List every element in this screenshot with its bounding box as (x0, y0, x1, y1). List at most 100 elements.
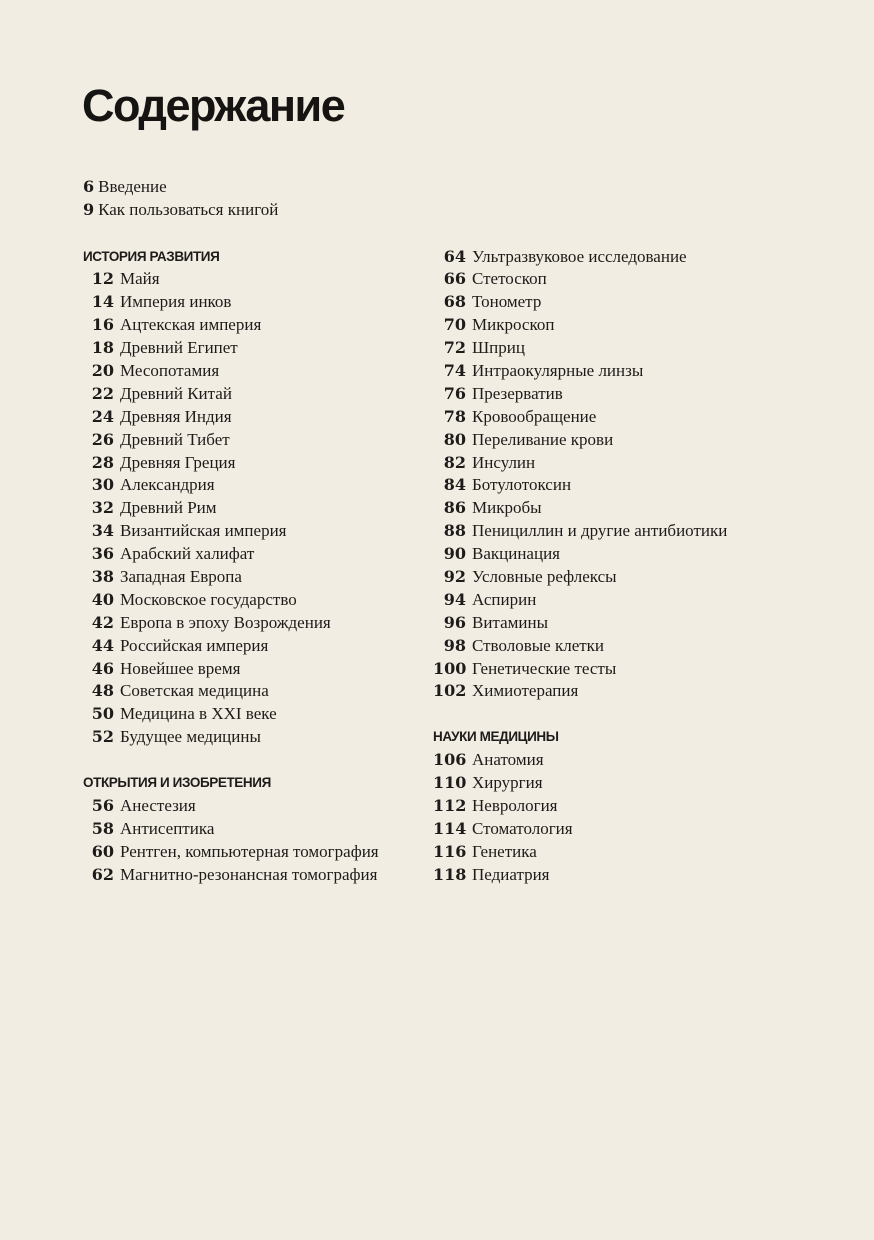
page-number: 88 (443, 521, 466, 541)
toc-entry[interactable]: 32 Древний Рим (83, 497, 379, 520)
toc-entry[interactable]: 16 Ацтекская империя (83, 314, 379, 337)
toc-entry[interactable]: 66 Стетоскоп (433, 268, 727, 291)
toc-entry[interactable]: 110 Хирургия (433, 772, 727, 795)
toc-entry[interactable]: 52 Будущее медицины (83, 726, 379, 749)
toc-entry[interactable]: 96 Витамины (433, 612, 727, 635)
toc-entry[interactable]: 26 Древний Тибет (83, 429, 379, 452)
toc-entry[interactable]: 44 Российская империя (83, 635, 379, 658)
toc-entry[interactable]: 24 Древняя Индия (83, 406, 379, 429)
toc-entry[interactable]: 112 Неврология (433, 795, 727, 818)
entry-title: Хирургия (472, 772, 543, 792)
toc-entry[interactable]: 116 Генетика (433, 841, 727, 864)
toc-entry[interactable]: 50 Медицина в XXI веке (83, 703, 379, 726)
page-number: 42 (91, 612, 114, 632)
toc-entry[interactable]: 9 Как пользоваться книгой (83, 199, 278, 222)
toc-entry[interactable]: 84 Ботулотоксин (433, 474, 727, 497)
toc-entry[interactable]: 18 Древний Египет (83, 337, 379, 360)
toc-entry[interactable]: 72 Шприц (433, 337, 727, 360)
toc-entry[interactable]: 76 Презерватив (433, 383, 727, 406)
toc-entry[interactable]: 12 Майя (83, 268, 379, 291)
entry-title: Аспирин (472, 589, 537, 609)
toc-entry[interactable]: 28 Древняя Греция (83, 452, 379, 475)
page-number: 102 (433, 681, 467, 701)
page-number: 100 (433, 658, 467, 678)
page-number: 60 (91, 841, 114, 861)
entry-title: Рентген, компьютерная томография (120, 841, 379, 861)
page-number: 50 (91, 704, 114, 724)
entry-title: Московское государство (120, 589, 297, 609)
toc-entry[interactable]: 68 Тонометр (433, 291, 727, 314)
toc-entry[interactable]: 20 Месопотамия (83, 360, 379, 383)
page-number: 72 (443, 338, 466, 358)
page-number: 112 (433, 795, 467, 815)
entry-title: Ультразвуковое исследование (472, 246, 687, 266)
spacer (83, 749, 379, 772)
page-number: 86 (443, 498, 466, 518)
page-number: 114 (433, 818, 467, 838)
entry-title: Западная Европа (120, 566, 242, 586)
toc-entry[interactable]: 94 Аспирин (433, 589, 727, 612)
page-number: 20 (91, 360, 114, 380)
page-number: 66 (443, 269, 466, 289)
page-number: 84 (443, 475, 466, 495)
toc-entry[interactable]: 34 Византийская империя (83, 520, 379, 543)
page-number: 9 (83, 199, 95, 219)
toc-entry[interactable]: 114 Стоматология (433, 818, 727, 841)
toc-entry[interactable]: 92 Условные рефлексы (433, 566, 727, 589)
toc-entry[interactable]: 88 Пенициллин и другие антибиотики (433, 520, 728, 543)
page-number: 58 (91, 818, 114, 838)
toc-entry[interactable]: 100 Генетические тесты (433, 658, 727, 681)
page-number: 78 (443, 406, 466, 426)
toc-entry[interactable]: 48 Советская медицина (83, 680, 379, 703)
entry-title: Антисептика (120, 818, 215, 838)
entry-title: Советская медицина (120, 681, 269, 701)
toc-entry[interactable]: 38 Западная Европа (83, 566, 379, 589)
toc-entry[interactable]: 86 Микробы (433, 497, 727, 520)
toc-entry[interactable]: 90 Вакцинация (433, 543, 727, 566)
toc-entry[interactable]: 58 Антисептика (83, 818, 379, 841)
entry-title: Генетические тесты (472, 658, 617, 678)
toc-entry[interactable]: 6 Введение (83, 176, 278, 199)
toc-entry[interactable]: 46 Новейшее время (83, 658, 379, 681)
page-number: 22 (91, 383, 114, 403)
toc-entry[interactable]: 70 Микроскоп (433, 314, 727, 337)
intro-list: 6 Введение 9 Как пользоваться книгой (83, 176, 278, 222)
toc-entry[interactable]: 74 Интраокулярные линзы (433, 360, 727, 383)
section-heading: ОТКРЫТИЯ И ИЗОБРЕТЕНИЯ (83, 774, 271, 790)
page-number: 12 (91, 269, 114, 289)
page-number: 32 (91, 498, 114, 518)
toc-entry[interactable]: 98 Стволовые клетки (433, 635, 727, 658)
page-number: 38 (91, 566, 114, 586)
entry-title: Майя (120, 269, 160, 289)
page-number: 48 (91, 681, 114, 701)
entry-title: Российская империя (120, 635, 269, 655)
entry-title: Византийская империя (120, 521, 287, 541)
toc-entry[interactable]: 82 Инсулин (433, 452, 727, 475)
page-number: 36 (91, 544, 114, 564)
toc-entry[interactable]: 62 Магнитно-резонансная томография (83, 864, 379, 887)
toc-entry[interactable]: 36 Арабский халифат (83, 543, 379, 566)
entry-title: Переливание крови (472, 429, 614, 449)
page-number: 94 (443, 589, 466, 609)
toc-entry[interactable]: 60 Рентген, компьютерная томография (83, 841, 379, 864)
toc-entry[interactable]: 102 Химиотерапия (433, 680, 727, 703)
entry-title: Анатомия (472, 750, 544, 770)
toc-entry[interactable]: 118 Педиатрия (433, 864, 727, 887)
toc-entry[interactable]: 30 Александрия (83, 474, 379, 497)
toc-entry[interactable]: 106 Анатомия (433, 749, 727, 772)
entry-title: Шприц (472, 338, 525, 358)
toc-entry[interactable]: 78 Кровообращение (433, 406, 727, 429)
page-number: 76 (443, 383, 466, 403)
entry-title: Александрия (120, 475, 215, 495)
toc-entry[interactable]: 22 Древний Китай (83, 383, 379, 406)
page-number: 16 (91, 315, 114, 335)
toc-entry[interactable]: 80 Переливание крови (433, 429, 727, 452)
entry-title: Тонометр (472, 292, 542, 312)
toc-entry[interactable]: 40 Московское государство (83, 589, 379, 612)
toc-entry[interactable]: 42 Европа в эпоху Возрождения (83, 612, 379, 635)
toc-entry[interactable]: 56 Анестезия (83, 795, 379, 818)
entry-title: Ацтекская империя (120, 315, 262, 335)
toc-entry[interactable]: 64 Ультразвуковое исследование (433, 246, 727, 269)
toc-entry[interactable]: 14 Империя инков (83, 291, 379, 314)
spacer (433, 703, 727, 726)
